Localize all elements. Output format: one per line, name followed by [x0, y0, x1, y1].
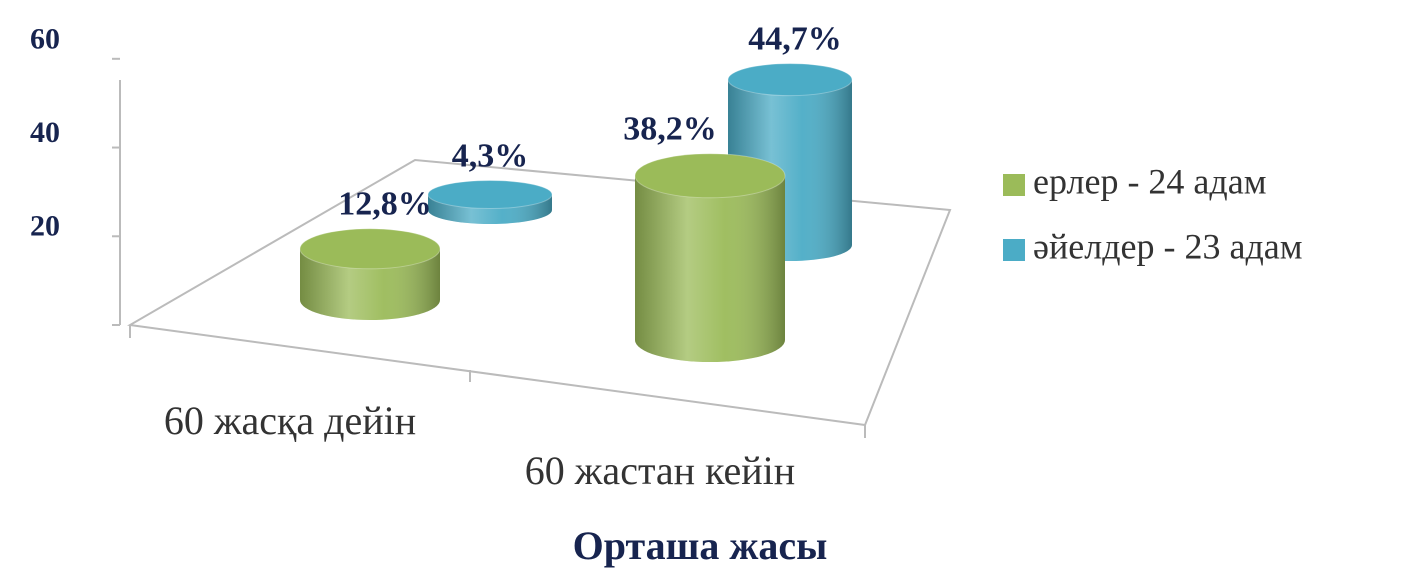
- x-tick-label: 60 жасқа дейін: [164, 398, 416, 443]
- cylinder-top: [727, 63, 853, 97]
- legend-label: әйелдер - 23 адам: [1033, 226, 1303, 266]
- x-tick-label: 60 жастан кейін: [525, 448, 795, 493]
- y-tick-label: 40: [30, 116, 60, 149]
- legend-swatch: [1003, 174, 1025, 196]
- legend-swatch: [1003, 239, 1025, 261]
- cylinder-shade: [635, 175, 785, 362]
- y-tick-label: 60: [30, 23, 60, 56]
- value-label: 12,8%: [338, 186, 432, 223]
- y-tick-label: 20: [30, 209, 60, 242]
- legend-label: ерлер - 24 адам: [1033, 161, 1267, 201]
- cylinder-shade: [300, 248, 440, 320]
- cylinder-top: [427, 180, 553, 210]
- value-label: 38,2%: [623, 111, 717, 148]
- value-label: 44,7%: [748, 20, 842, 57]
- value-label: 4,3%: [452, 137, 529, 174]
- x-axis-label: Орташа жасы: [573, 523, 828, 568]
- floor-plane: [126, 158, 952, 427]
- cylinder-top: [299, 228, 441, 270]
- floor: [119, 80, 952, 438]
- cylinder-top: [634, 153, 786, 199]
